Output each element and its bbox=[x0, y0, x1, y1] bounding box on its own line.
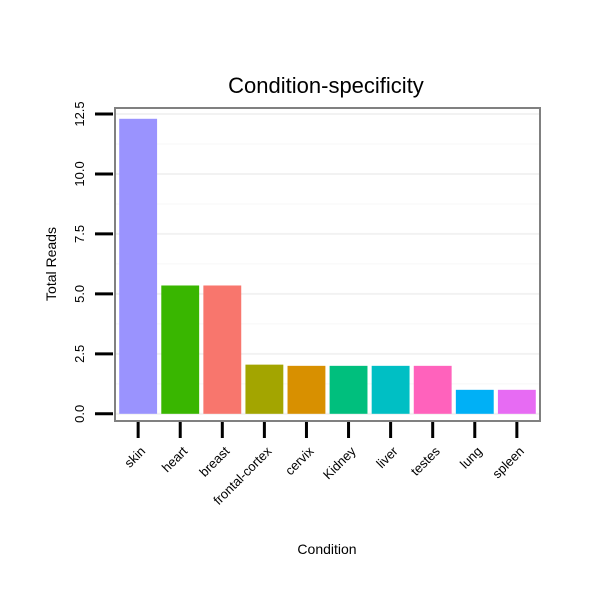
x-tick-label: spleen bbox=[489, 444, 527, 482]
x-tick-label: testes bbox=[408, 443, 443, 478]
x-tick-label: lung bbox=[457, 444, 485, 472]
y-tick-label: 5.0 bbox=[72, 285, 87, 303]
y-tick-label: 2.5 bbox=[72, 345, 87, 363]
x-tick-label: liver bbox=[373, 443, 401, 471]
y-axis-label: Total Reads bbox=[43, 227, 59, 301]
bar-lung bbox=[455, 389, 494, 414]
x-tick-label: heart bbox=[159, 443, 191, 475]
bars bbox=[119, 118, 536, 414]
bar-liver bbox=[371, 365, 410, 414]
bar-testes bbox=[413, 365, 452, 414]
y-tick-label: 7.5 bbox=[72, 225, 87, 243]
bar-frontal-cortex bbox=[245, 364, 284, 414]
y-axis-ticks: 0.0 2.5 5.0 7.5 10.0 12.5 bbox=[72, 101, 113, 423]
x-tick-label: Kidney bbox=[320, 443, 359, 482]
plot-panel-border bbox=[114, 107, 541, 422]
x-tick-label: skin bbox=[121, 444, 148, 471]
bar-kidney bbox=[329, 365, 368, 414]
x-tick-label: breast bbox=[196, 443, 232, 479]
bar-heart bbox=[161, 285, 200, 414]
bar-cervix bbox=[287, 365, 326, 414]
chart-title: Condition-specificity bbox=[228, 73, 424, 98]
x-axis-label: Condition bbox=[297, 541, 356, 557]
y-tick-label: 0.0 bbox=[72, 405, 87, 423]
y-tick-label: 12.5 bbox=[72, 101, 87, 126]
bar-skin bbox=[119, 118, 158, 414]
bar-spleen bbox=[497, 389, 536, 414]
bar-breast bbox=[203, 285, 242, 414]
y-tick-label: 10.0 bbox=[72, 161, 87, 186]
x-tick-label: cervix bbox=[282, 443, 317, 478]
